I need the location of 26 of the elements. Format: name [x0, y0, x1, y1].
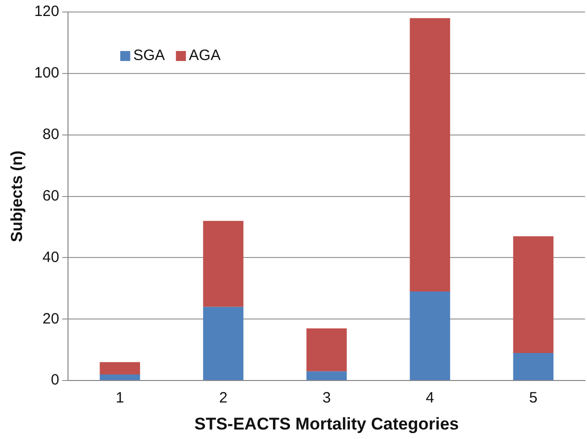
bar	[100, 362, 140, 374]
bar	[203, 220, 244, 307]
y-tick-label: 120	[34, 3, 60, 20]
y-tick-label: 60	[42, 187, 60, 204]
bar	[203, 306, 244, 380]
y-tick-label: 100	[34, 64, 60, 82]
bar	[513, 352, 554, 380]
bar	[410, 18, 450, 292]
legend-label: SGA	[133, 47, 165, 64]
y-axis-title: Subjects (n)	[9, 150, 26, 242]
y-tick-label: 40	[42, 248, 60, 266]
x-tick-label: 5	[529, 390, 538, 407]
x-tick-label: 2	[219, 390, 228, 407]
x-tick-label: 4	[426, 390, 434, 407]
x-tick-label: 3	[322, 390, 331, 407]
legend-label: AGA	[188, 47, 221, 64]
bar	[410, 292, 450, 380]
bar	[306, 371, 347, 380]
bar	[306, 328, 347, 372]
bar	[100, 374, 140, 380]
x-tick-label: 1	[116, 390, 124, 407]
y-tick-label: 20	[42, 310, 60, 328]
bar	[513, 236, 554, 353]
y-tick-label: 80	[42, 126, 60, 144]
y-tick-label: 0	[50, 372, 60, 389]
x-axis-title: STS-EACTS Mortality Categories	[194, 414, 459, 434]
